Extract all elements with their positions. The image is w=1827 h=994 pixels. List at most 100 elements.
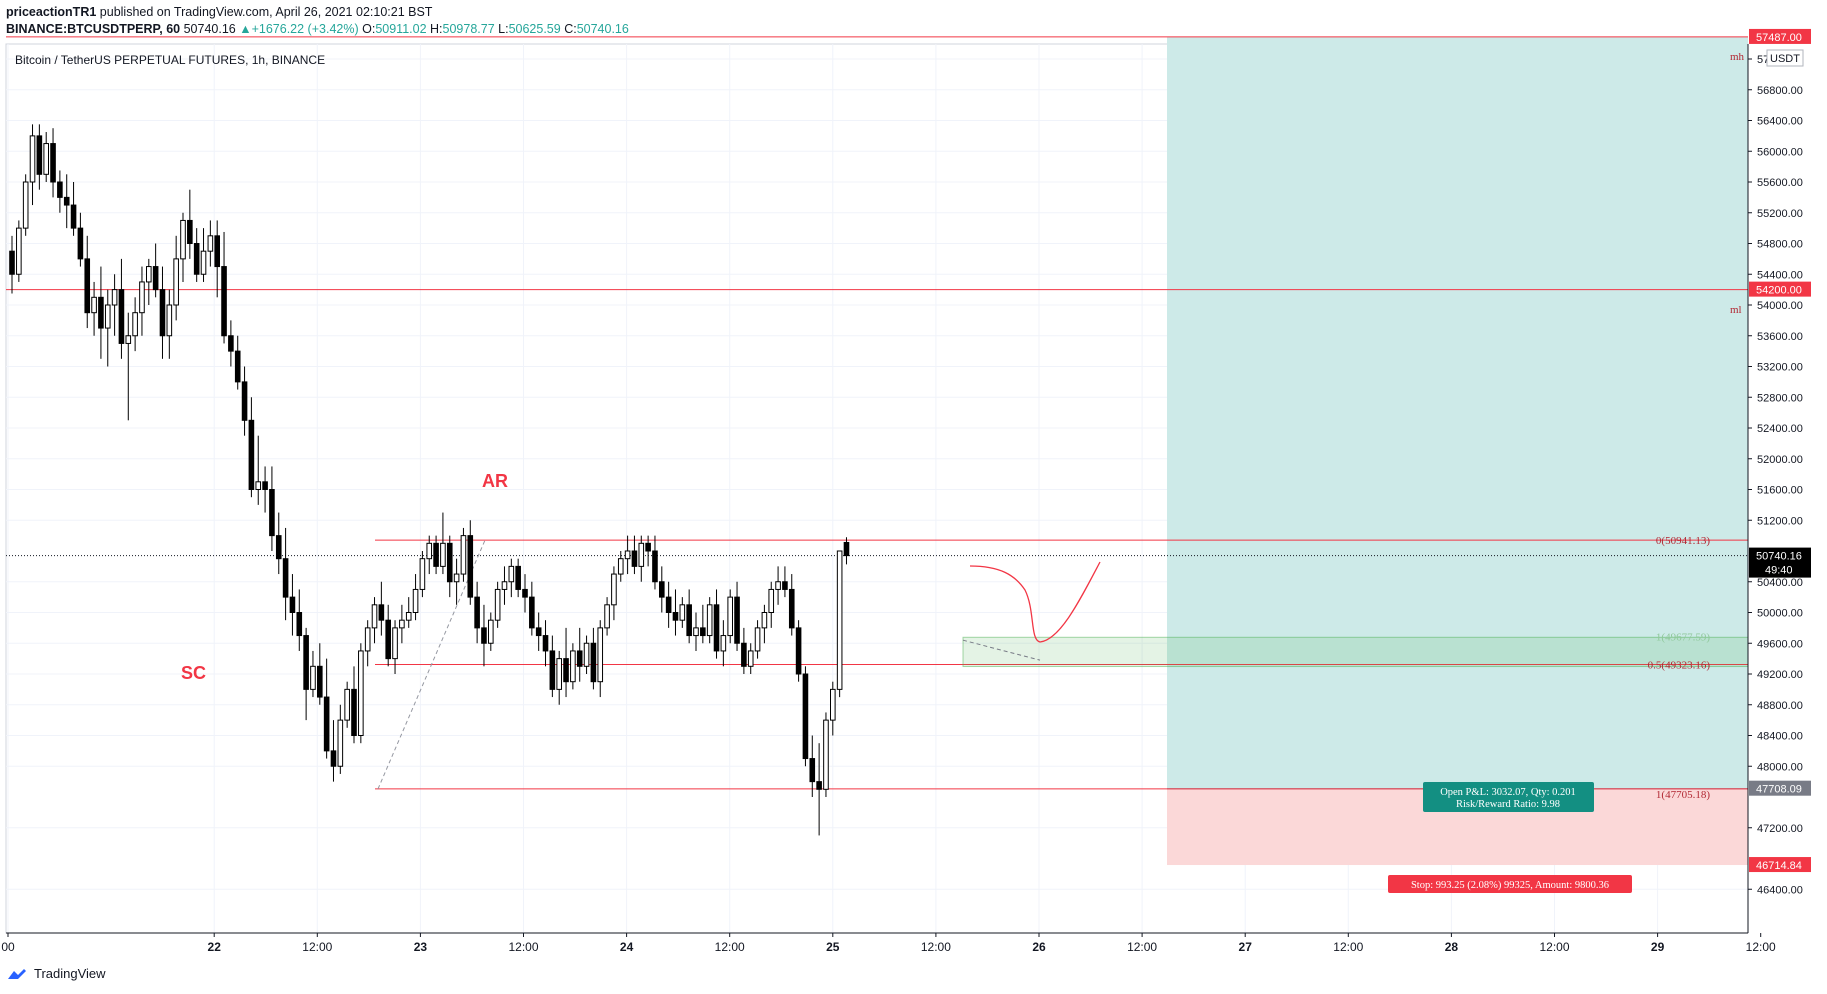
- publisher-name[interactable]: priceactionTR1: [6, 5, 97, 19]
- candle-body: [652, 550, 658, 583]
- stop-box-bg: [1388, 875, 1632, 893]
- candle: [734, 581, 740, 651]
- pnl-box: Open P&L: 3032.07, Qty: 0.201Risk/Reward…: [1423, 782, 1594, 812]
- candle-body: [481, 627, 487, 644]
- price-tick-label: 50400.00: [1757, 577, 1803, 589]
- price-tick-label: 54800.00: [1757, 239, 1803, 251]
- candle: [542, 620, 549, 667]
- candle: [508, 558, 515, 598]
- price-tick-label: 47200.00: [1757, 823, 1803, 835]
- price-tag-bg: [1749, 281, 1811, 297]
- candle-body: [590, 642, 597, 683]
- candle-body: [768, 588, 775, 613]
- candle: [556, 650, 563, 705]
- candle-body: [70, 204, 77, 229]
- candle-body: [836, 550, 843, 690]
- candle: [679, 597, 686, 628]
- price-tag: 57487.00: [1749, 28, 1811, 44]
- candle-body: [358, 650, 364, 736]
- candle-body: [207, 235, 214, 252]
- candle-body: [467, 535, 474, 598]
- price-tick-label: 48400.00: [1757, 731, 1803, 743]
- candle-body: [180, 219, 186, 260]
- candle: [63, 174, 70, 229]
- close-value: 50740.16: [576, 22, 629, 36]
- candle-body: [631, 550, 638, 567]
- candle-body: [77, 227, 84, 260]
- tradingview-logo[interactable]: TradingView: [6, 966, 106, 981]
- symbol-label: BINANCE:BTCUSDTPERP, 60: [6, 22, 181, 36]
- ar-dashed-line: [377, 539, 486, 790]
- candle: [371, 597, 378, 644]
- candle: [488, 612, 494, 651]
- pnl-box-bg: [1423, 782, 1594, 812]
- candle: [652, 535, 658, 590]
- label-sc: SC: [181, 663, 206, 683]
- candle-body: [29, 135, 36, 183]
- candle-body: [488, 619, 494, 644]
- price-tick-label: 56000.00: [1757, 146, 1803, 158]
- candle-body: [583, 642, 590, 667]
- candle: [802, 666, 809, 767]
- high-label: H:: [430, 22, 443, 36]
- candle: [693, 612, 699, 651]
- candle: [152, 243, 159, 298]
- candle-body: [104, 304, 111, 329]
- candle: [303, 627, 309, 721]
- candle: [255, 435, 262, 505]
- candle: [549, 635, 556, 698]
- candle: [706, 597, 713, 644]
- candle-body: [638, 542, 645, 567]
- candle-body: [433, 542, 439, 567]
- label-mh: mh: [1730, 51, 1745, 63]
- candle: [659, 566, 665, 613]
- candle: [761, 604, 768, 644]
- candle-body: [713, 604, 720, 652]
- candle-body: [118, 289, 125, 344]
- candle-body: [262, 481, 268, 490]
- fib-label: 0(50941.13): [1656, 535, 1710, 547]
- projection-path: [969, 561, 1101, 643]
- candle: [22, 174, 29, 236]
- candle-body: [563, 658, 569, 683]
- chart-title: Bitcoin / TetherUS PERPETUAL FUTURES, 1h…: [15, 53, 325, 67]
- candle-body: [460, 535, 467, 575]
- candle-body: [727, 596, 734, 637]
- candle: [323, 658, 330, 759]
- candle: [720, 620, 727, 667]
- time-tick-label: 25: [826, 940, 840, 954]
- close-label: C:: [564, 22, 577, 36]
- candle: [9, 235, 15, 294]
- candle: [173, 235, 179, 321]
- candle: [405, 597, 412, 628]
- price-tag-text: 50740.16: [1756, 551, 1802, 563]
- candle-body: [36, 135, 43, 175]
- last-price: 50740.16: [183, 22, 236, 36]
- candle-body: [501, 581, 508, 590]
- candle-body: [139, 281, 145, 314]
- candle: [823, 712, 829, 797]
- candle-body: [57, 181, 63, 198]
- candle: [481, 604, 487, 667]
- candle: [638, 535, 645, 582]
- candle-body: [255, 481, 262, 490]
- candle-body: [9, 250, 15, 275]
- candle: [310, 650, 316, 698]
- candle-body: [275, 535, 282, 560]
- candle: [43, 132, 50, 182]
- candle: [91, 281, 97, 336]
- price-tick-label: 56800.00: [1757, 85, 1803, 97]
- fib-label: 1(49677.59): [1656, 631, 1710, 643]
- time-tick-label: 12:00: [1539, 940, 1569, 954]
- candle-body: [659, 581, 665, 598]
- candle-body: [200, 250, 207, 275]
- candle-body: [337, 719, 344, 767]
- price-tick-label: 48800.00: [1757, 700, 1803, 712]
- price-tick-label: 52400.00: [1757, 423, 1803, 435]
- candle: [351, 666, 357, 744]
- candle: [392, 620, 398, 674]
- candle: [317, 643, 323, 705]
- candle-body: [522, 588, 528, 598]
- price-tag: 50740.16 49:40: [1749, 547, 1811, 578]
